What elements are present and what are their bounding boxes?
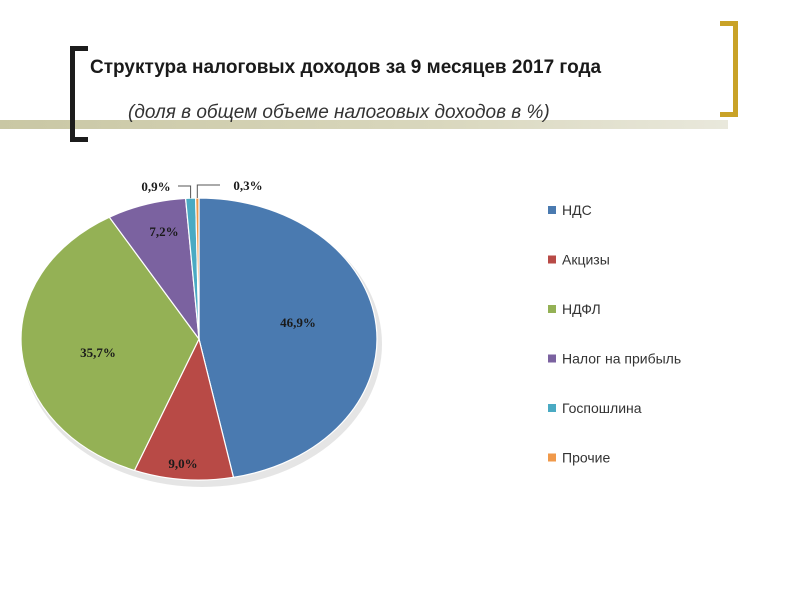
left-bracket-decoration	[70, 46, 88, 142]
title-rule	[0, 120, 728, 129]
legend-swatch-5	[548, 404, 556, 412]
legend-swatch-3	[548, 305, 556, 313]
pie-slice-1	[198, 197, 378, 479]
pie-leader-5	[178, 185, 192, 199]
pie-slices	[20, 197, 378, 481]
pie-labels: 46,9% 9,0% 35,7% 7,2% 0,9% 0,3%	[80, 178, 316, 471]
pie-label-5: 0,9%	[141, 179, 170, 194]
pie-leader-6	[196, 184, 220, 198]
legend-swatch-1	[548, 206, 556, 214]
pie-slice-2	[133, 337, 235, 481]
pie-leader-lines	[178, 184, 220, 199]
right-bracket-decoration	[720, 21, 738, 117]
pie-label-4: 7,2%	[149, 224, 178, 239]
chart-legend: НДС Акцизы НДФЛ Налог на прибыль Госпошлина П…	[548, 202, 681, 466]
legend-label-2: Акцизы	[562, 252, 610, 268]
legend-label-3: НДФЛ	[562, 301, 601, 317]
legend-label-5: Госпошлина	[562, 400, 642, 416]
pie-label-3: 35,7%	[80, 345, 116, 360]
pie-label-1: 46,9%	[280, 315, 316, 330]
pie-slice-3	[20, 216, 200, 472]
pie-label-6: 0,3%	[233, 178, 262, 193]
slide-subtitle: (доля в общем объеме налоговых доходов в…	[128, 102, 550, 123]
legend-swatch-4	[548, 354, 556, 363]
legend-label-4: Налог на прибыль	[562, 351, 681, 367]
pie-slice-6	[195, 197, 200, 340]
legend-swatch-2	[548, 255, 556, 264]
legend-swatch-6	[548, 453, 556, 462]
legend-label-6: Прочие	[562, 450, 610, 466]
legend-label-1: НДС	[562, 202, 592, 218]
slide-title: Структура налоговых доходов за 9 месяцев…	[90, 57, 602, 78]
pie-label-2: 9,0%	[168, 456, 197, 471]
